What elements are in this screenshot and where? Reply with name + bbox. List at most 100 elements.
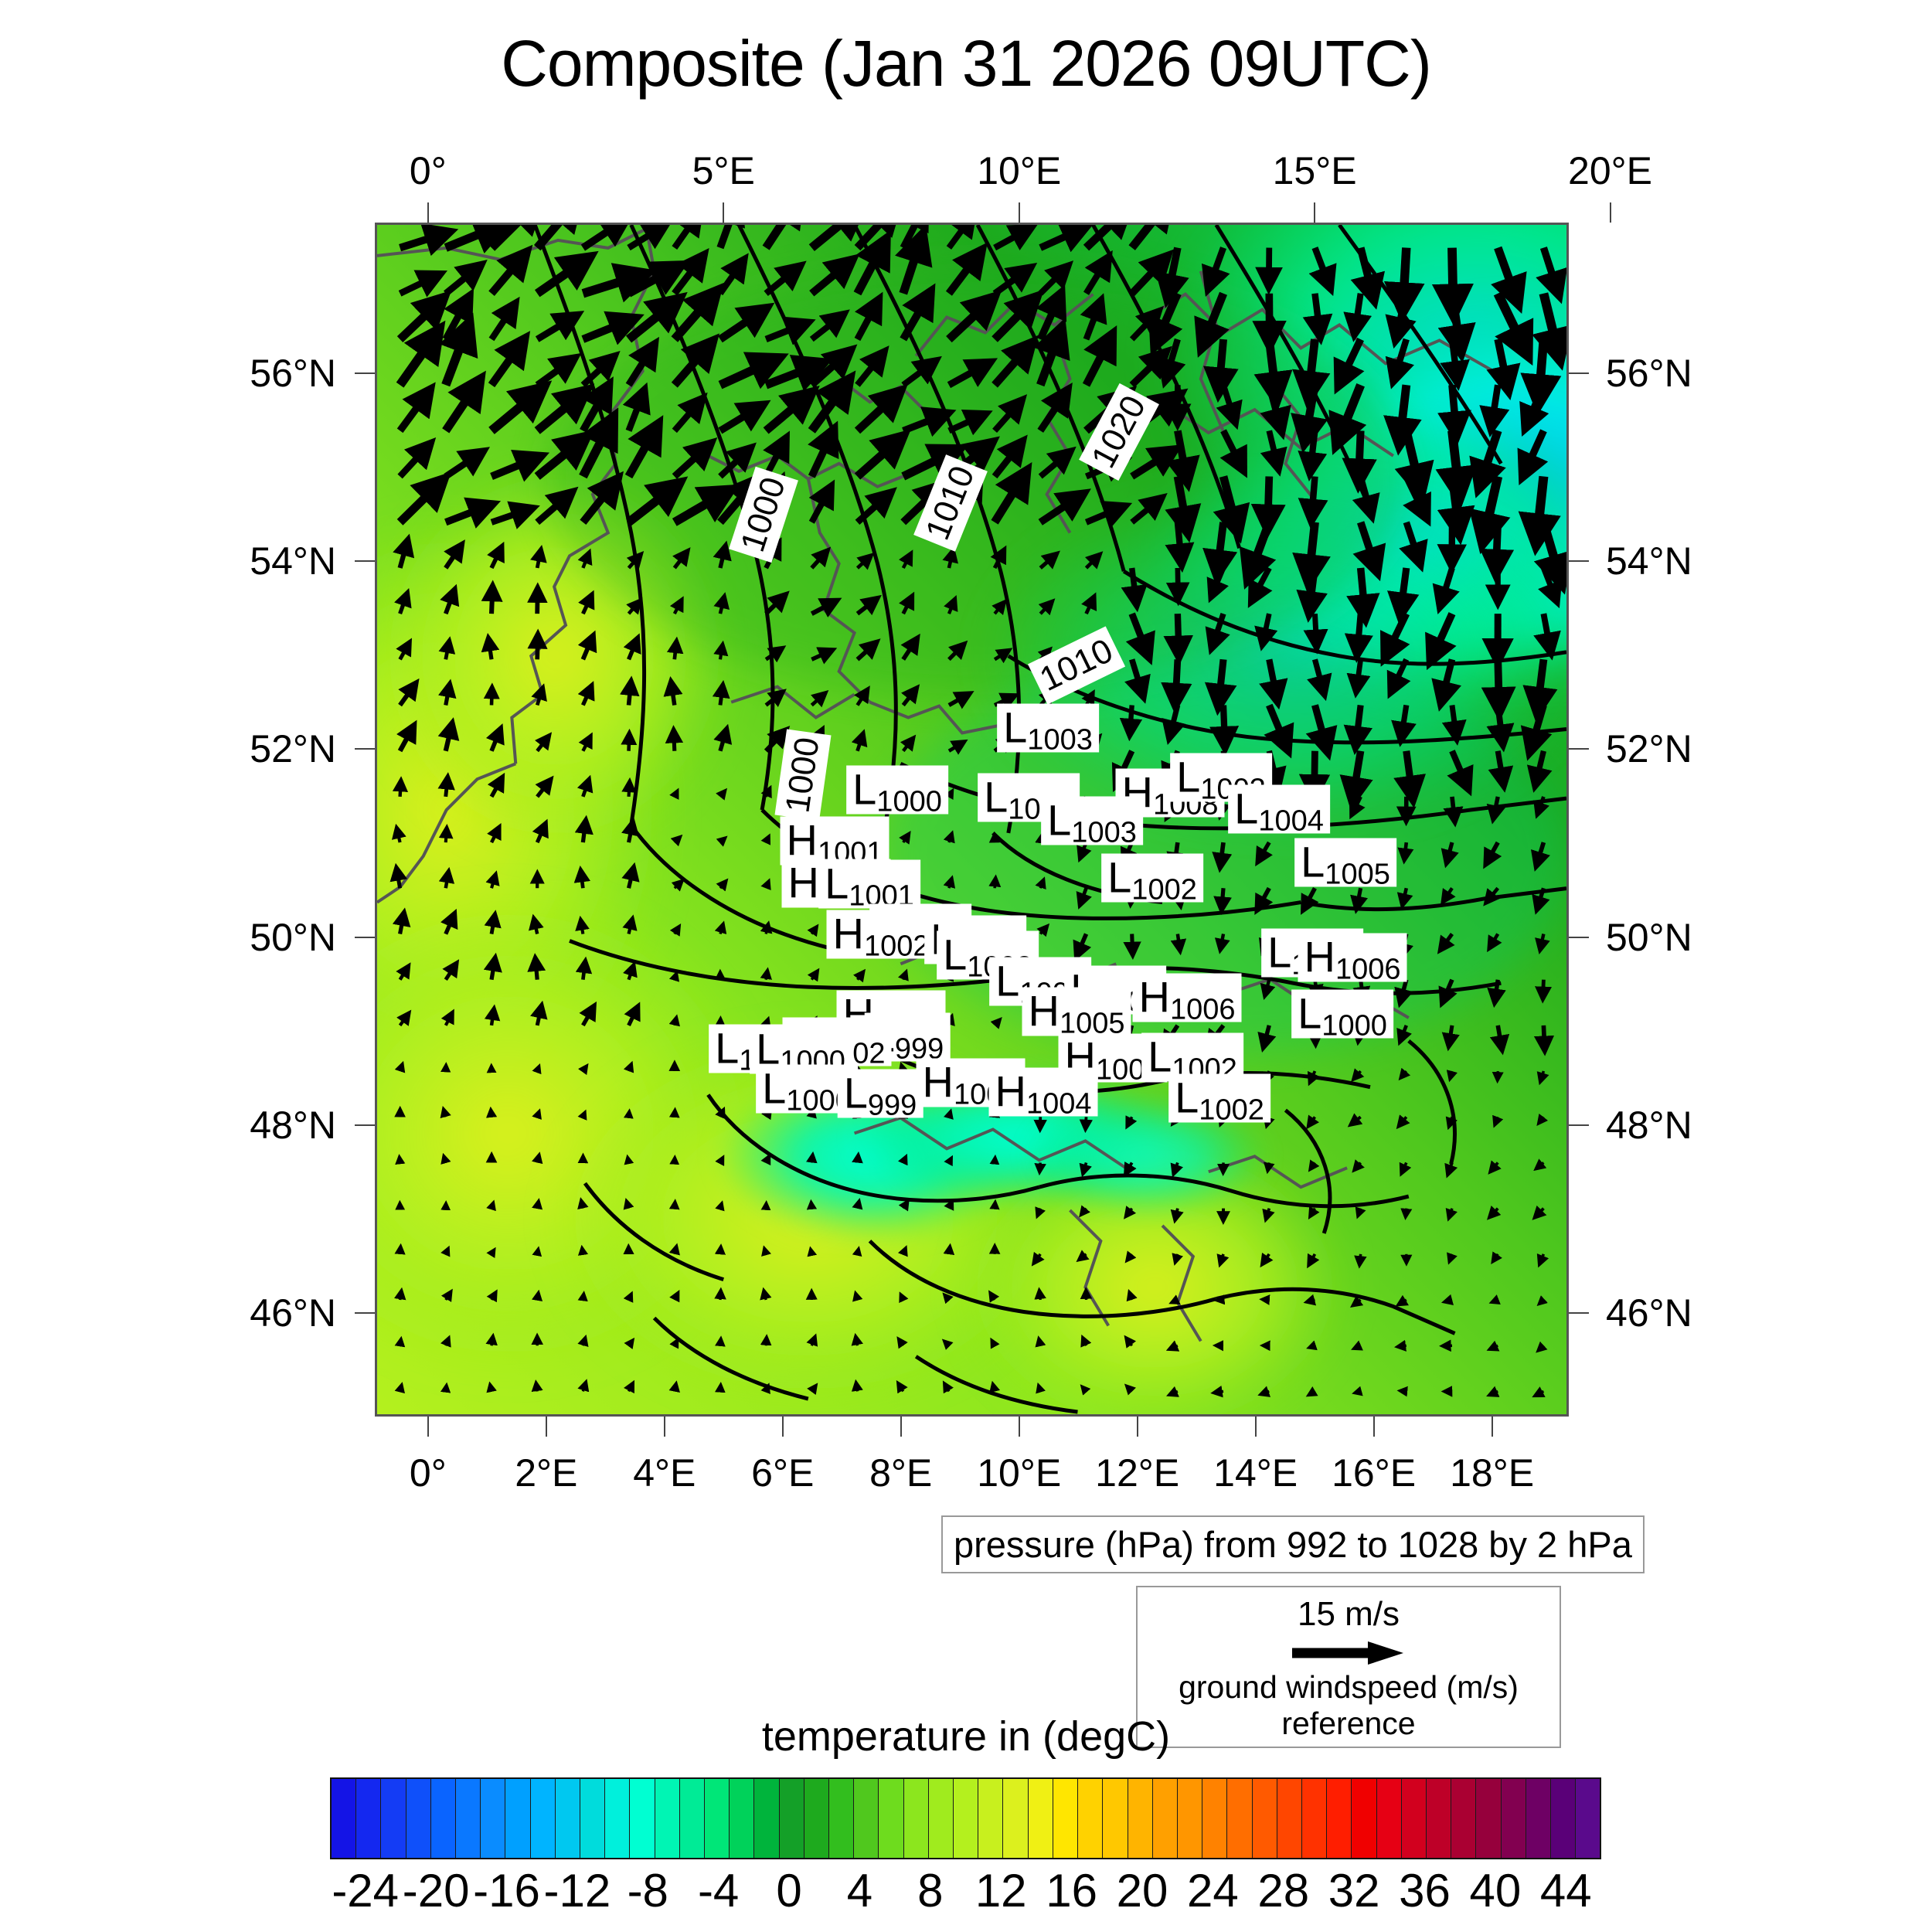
colorbar-swatch (1202, 1779, 1228, 1858)
wind-arrow (760, 1334, 772, 1346)
map-plot-area[interactable]: 1000 1010 1020 1010 1000 L1003L1000L1003… (375, 223, 1569, 1417)
colorbar-swatch (679, 1779, 706, 1858)
wind-arrow (1121, 567, 1148, 613)
wind-arrow (1038, 446, 1077, 479)
colorbar-swatch (1277, 1779, 1302, 1858)
colorbar-swatch (779, 1779, 804, 1858)
pressure-center-value: 1005 (1325, 858, 1390, 891)
wind-arrow (1468, 475, 1511, 555)
wind-arrow-field (389, 225, 1566, 1398)
wind-arrow (1165, 567, 1190, 607)
wind-arrow (1441, 705, 1467, 746)
wind-arrow (1264, 1162, 1275, 1175)
wind-reference-arrow-icon (1138, 1640, 1560, 1666)
wind-arrow (1301, 886, 1319, 915)
wind-arrow (578, 732, 593, 752)
wind-arrow (621, 817, 640, 843)
wind-arrow (626, 597, 643, 615)
tick-bottom (545, 1417, 547, 1437)
wind-arrow (1165, 1340, 1180, 1352)
colorbar-swatch (1053, 1779, 1079, 1858)
tick-bottom (1372, 1417, 1375, 1437)
wind-arrow (760, 967, 772, 980)
wind-arrow (672, 225, 704, 250)
wind-arrow (718, 400, 771, 434)
wind-arrow (1076, 1250, 1090, 1263)
wind-arrow (1396, 1025, 1412, 1046)
wind-arrow (396, 320, 446, 388)
wind-arrow (1491, 246, 1527, 314)
wind-arrow (488, 296, 520, 342)
wind-arrow (1380, 612, 1410, 667)
pressure-center-value: 1003 (1071, 816, 1137, 849)
wind-arrow (397, 437, 437, 479)
wind-arrow (713, 723, 733, 752)
wind-arrow (394, 1382, 405, 1394)
wind-arrow (1259, 658, 1288, 710)
wind-arrow (444, 447, 490, 480)
wind-arrow (992, 599, 1007, 616)
wind-arrow (578, 590, 595, 615)
pressure-center-value: 1005 (1059, 1007, 1125, 1040)
axis-label-bottom: 2°E (515, 1451, 578, 1495)
wind-arrow (1308, 1159, 1320, 1172)
wind-arrow (1031, 1251, 1045, 1267)
tick-top (1609, 202, 1611, 223)
wind-arrow (1437, 475, 1475, 546)
colorbar-tick-labels: -24 -20 -16 -12 -8 -4 0 4 8 12 16 20 24 28 32 36 40 44 (330, 1864, 1601, 1918)
wind-arrow (486, 1381, 497, 1393)
wind-arrow (579, 407, 619, 479)
wind-arrow (897, 1245, 908, 1257)
wind-arrow (1386, 658, 1411, 699)
wind-arrow (1394, 978, 1413, 1009)
wind-arrow (1393, 750, 1427, 808)
colorbar-tick-label: 4 (846, 1865, 873, 1917)
wind-arrow (1441, 1025, 1460, 1052)
wind-arrow (990, 545, 1007, 570)
colorbar[interactable] (330, 1777, 1601, 1859)
axis-label-top: 5°E (692, 149, 755, 192)
colorbar-swatch (1128, 1779, 1153, 1858)
wind-arrow (901, 444, 969, 481)
wind-arrow (535, 486, 579, 526)
wind-arrow (764, 689, 787, 707)
pressure-center-value: 1003 (1027, 723, 1093, 757)
wind-arrow (944, 787, 954, 801)
wind-arrow (1216, 384, 1243, 430)
pressure-center-type: H (1138, 972, 1170, 1022)
wind-reference-value: 15 m/s (1297, 1595, 1400, 1633)
colorbar-swatch (954, 1779, 979, 1858)
wind-arrow (623, 1108, 634, 1119)
wind-arrow (947, 358, 998, 389)
wind-arrow (1165, 430, 1200, 492)
tick-left (355, 372, 375, 374)
wind-arrow (1125, 1115, 1138, 1130)
wind-arrow (393, 533, 415, 569)
wind-arrow (718, 352, 789, 389)
colorbar-swatch (555, 1779, 581, 1858)
wind-arrow (1254, 613, 1278, 651)
pressure-center-value: 1004 (1026, 1087, 1092, 1121)
wind-arrow (581, 311, 645, 345)
wind-arrow (715, 1382, 726, 1393)
wind-arrow (1385, 338, 1414, 389)
pressure-center-type: L (995, 956, 1020, 1005)
pressure-center-label: H1002 (826, 910, 936, 961)
wind-arrow (900, 283, 936, 342)
wind-arrow (487, 541, 505, 570)
colorbar-swatch (1376, 1779, 1402, 1858)
wind-arrow (670, 834, 683, 847)
wind-arrow (1260, 1252, 1274, 1268)
wind-arrow (623, 1291, 634, 1303)
wind-arrow (1383, 384, 1422, 456)
colorbar-swatch (580, 1779, 606, 1858)
wind-arrow (1259, 1294, 1270, 1305)
wind-arrow (623, 1197, 634, 1210)
pressure-center-type: L (825, 859, 849, 908)
axis-label-bottom: 0° (409, 1451, 447, 1495)
pressure-center-type: L (756, 1024, 781, 1073)
wind-arrow (1209, 705, 1240, 756)
wind-arrow (440, 1382, 451, 1393)
wind-arrow (577, 1197, 589, 1210)
wind-arrow (943, 1243, 955, 1256)
